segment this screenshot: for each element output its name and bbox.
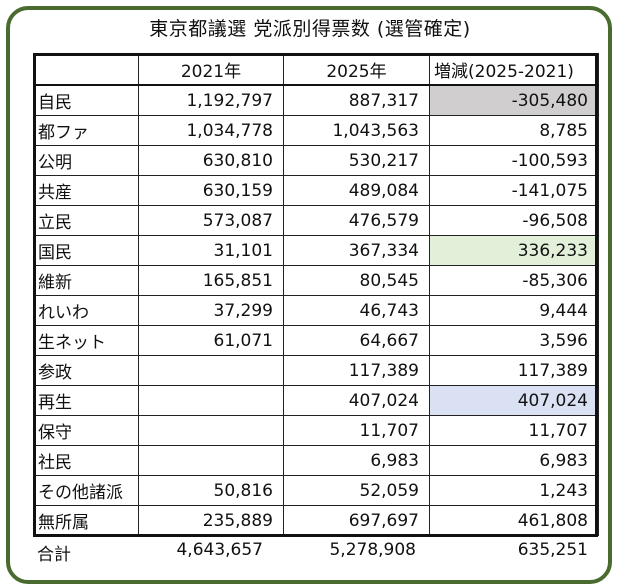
votes-2021-cell: 50,816 xyxy=(138,475,284,506)
votes-2025-cell: 117,389 xyxy=(283,355,430,386)
diff-cell: 6,983 xyxy=(429,445,599,476)
votes-2021-cell: 61,071 xyxy=(138,325,284,356)
diff-cell: 407,024 xyxy=(429,385,599,416)
diff-cell: 9,444 xyxy=(429,295,599,326)
votes-2025-cell: 6,983 xyxy=(283,445,430,476)
votes-2021-cell xyxy=(138,445,284,476)
votes-2021-cell: 1,192,797 xyxy=(138,84,284,116)
total-diff: 635,251 xyxy=(517,540,588,560)
table-row: 都ファ 1,034,778 1,043,563 8,785 xyxy=(33,115,599,146)
votes-2025-cell: 1,043,563 xyxy=(283,115,430,146)
total-2025: 5,278,908 xyxy=(329,540,416,560)
party-cell: 社民 xyxy=(33,445,139,476)
table-row: れいわ 37,299 46,743 9,444 xyxy=(33,295,599,326)
table-row: 共産 630,159 489,084 -141,075 xyxy=(33,175,599,206)
votes-2021-cell: 165,851 xyxy=(138,265,284,296)
table-row: 参政 117,389 117,389 xyxy=(33,355,599,386)
votes-2025-cell: 887,317 xyxy=(283,84,430,116)
party-cell: 無所属 xyxy=(33,505,139,536)
party-cell: 立民 xyxy=(33,205,139,236)
votes-2021-cell: 1,034,778 xyxy=(138,115,284,146)
total-label: 合計 xyxy=(37,545,71,565)
diff-cell: -85,306 xyxy=(429,265,599,296)
table-row: 公明 630,810 530,217 -100,593 xyxy=(33,145,599,176)
table-row: 再生 407,024 407,024 xyxy=(33,385,599,416)
header-party xyxy=(33,53,139,86)
votes-2021-cell xyxy=(138,415,284,446)
party-cell: 生ネット xyxy=(33,325,139,356)
votes-2021-cell xyxy=(138,355,284,386)
diff-cell: 1,243 xyxy=(429,475,599,506)
votes-2021-cell: 37,299 xyxy=(138,295,284,326)
votes-2021-cell: 573,087 xyxy=(138,205,284,236)
party-cell: 参政 xyxy=(33,355,139,386)
table-row: 立民 573,087 476,579 -96,508 xyxy=(33,205,599,236)
votes-2021-cell: 630,159 xyxy=(138,175,284,206)
table-row: 無所属 235,889 697,697 461,808 xyxy=(33,505,599,536)
votes-2021-cell: 235,889 xyxy=(138,505,284,536)
table-row: 維新 165,851 80,545 -85,306 xyxy=(33,265,599,296)
table-row: 保守 11,707 11,707 xyxy=(33,415,599,446)
header-row: 2021年 2025年 増減(2025-2021) xyxy=(33,53,599,86)
diff-cell: -100,593 xyxy=(429,145,599,176)
votes-2025-cell: 11,707 xyxy=(283,415,430,446)
votes-2025-cell: 46,743 xyxy=(283,295,430,326)
party-cell: 自民 xyxy=(33,84,139,116)
table-row: 国民 31,101 367,334 336,233 xyxy=(33,235,599,266)
diff-cell: 461,808 xyxy=(429,505,599,536)
party-cell: 国民 xyxy=(33,235,139,266)
party-cell: その他諸派 xyxy=(33,475,139,506)
table-row: 生ネット 61,071 64,667 3,596 xyxy=(33,325,599,356)
votes-2021-cell xyxy=(138,385,284,416)
diff-cell: 117,389 xyxy=(429,355,599,386)
votes-2021-cell: 31,101 xyxy=(138,235,284,266)
votes-2025-cell: 530,217 xyxy=(283,145,430,176)
votes-2025-cell: 697,697 xyxy=(283,505,430,536)
table-row: その他諸派 50,816 52,059 1,243 xyxy=(33,475,599,506)
party-cell: 公明 xyxy=(33,145,139,176)
party-cell: れいわ xyxy=(33,295,139,326)
header-diff: 増減(2025-2021) xyxy=(429,53,599,86)
diff-cell: -141,075 xyxy=(429,175,599,206)
votes-table: 2021年 2025年 増減(2025-2021) 自民 1,192,797 887… xyxy=(33,53,599,536)
party-cell: 共産 xyxy=(33,175,139,206)
party-cell: 維新 xyxy=(33,265,139,296)
votes-2025-cell: 80,545 xyxy=(283,265,430,296)
header-2025: 2025年 xyxy=(283,53,430,86)
total-2021: 4,643,657 xyxy=(176,540,263,560)
votes-2025-cell: 64,667 xyxy=(283,325,430,356)
votes-2025-cell: 52,059 xyxy=(283,475,430,506)
votes-2025-cell: 476,579 xyxy=(283,205,430,236)
diff-cell: 336,233 xyxy=(429,235,599,266)
party-cell: 都ファ xyxy=(33,115,139,146)
votes-2025-cell: 489,084 xyxy=(283,175,430,206)
votes-2021-cell: 630,810 xyxy=(138,145,284,176)
table-row: 自民 1,192,797 887,317 -305,480 xyxy=(33,84,599,116)
votes-2025-cell: 407,024 xyxy=(283,385,430,416)
diff-cell: 8,785 xyxy=(429,115,599,146)
header-2021: 2021年 xyxy=(138,53,284,86)
party-cell: 再生 xyxy=(33,385,139,416)
votes-2025-cell: 367,334 xyxy=(283,235,430,266)
table-row: 社民 6,983 6,983 xyxy=(33,445,599,476)
party-cell: 保守 xyxy=(33,415,139,446)
diff-cell: -305,480 xyxy=(429,84,599,116)
page-title: 東京都議選 党派別得票数 (選管確定) xyxy=(149,18,471,40)
diff-cell: 3,596 xyxy=(429,325,599,356)
diff-cell: 11,707 xyxy=(429,415,599,446)
diff-cell: -96,508 xyxy=(429,205,599,236)
